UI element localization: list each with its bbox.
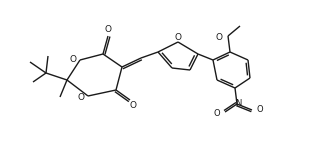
Text: N: N	[235, 98, 241, 108]
Text: O: O	[70, 55, 77, 64]
Text: O: O	[129, 102, 137, 111]
Text: O: O	[213, 108, 220, 117]
Text: O: O	[175, 33, 182, 42]
Text: O: O	[216, 33, 223, 42]
Text: O: O	[257, 106, 264, 115]
Text: O: O	[105, 26, 111, 35]
Text: O: O	[78, 93, 85, 102]
